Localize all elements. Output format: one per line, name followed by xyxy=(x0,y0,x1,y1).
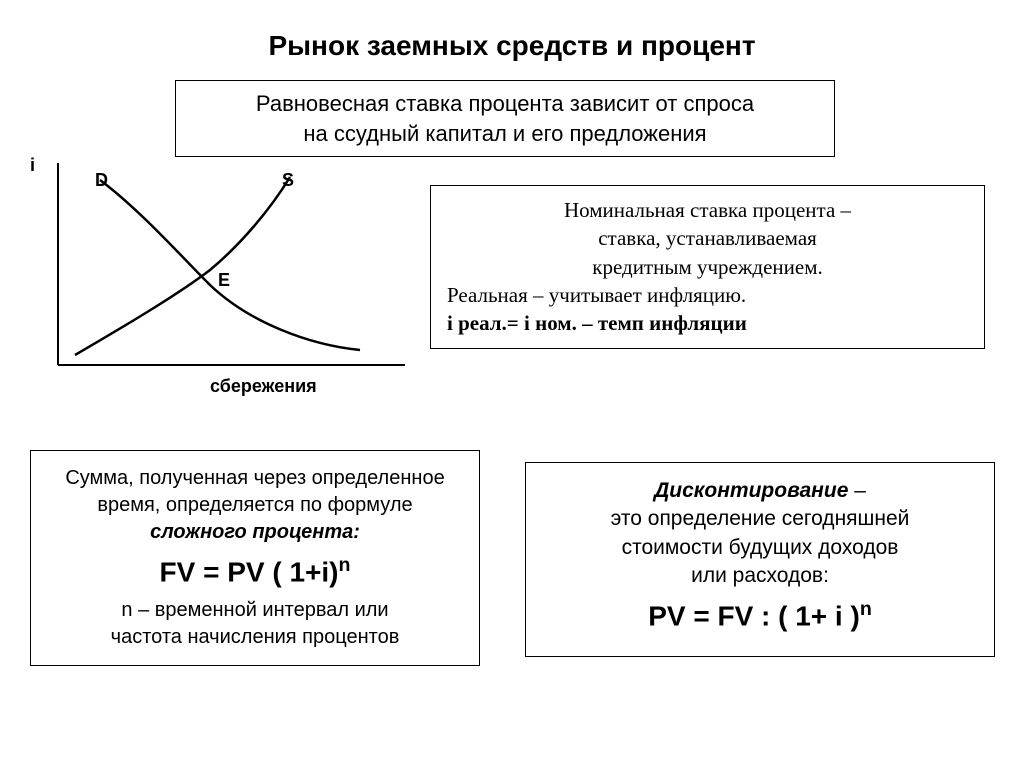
bl-line2: время, определяется по формуле xyxy=(43,492,467,519)
top-box-line1: Равновесная ставка процента зависит от с… xyxy=(256,91,754,116)
rb-line2: ставка, устанавливаемая xyxy=(447,224,968,252)
page-title: Рынок заемных средств и процент xyxy=(0,0,1024,72)
demand-curve xyxy=(100,180,360,350)
fv-formula: FV = PV ( 1+i)n xyxy=(43,552,467,591)
br-line1-rest: – xyxy=(848,479,866,502)
br-line3: стоимости будущих доходов xyxy=(538,534,982,562)
x-axis-label: сбережения xyxy=(210,376,317,397)
br-line2: это определение сегодняшней xyxy=(538,505,982,533)
compound-interest-box: Сумма, полученная через определенное вре… xyxy=(30,450,480,666)
br-line1-bold: Дисконтирование xyxy=(654,479,848,502)
fv-formula-main: FV = PV ( 1+i) xyxy=(160,556,339,587)
supply-curve-label: S xyxy=(282,170,294,191)
pv-formula: PV = FV : ( 1+ i )n xyxy=(538,596,982,635)
top-box-line2: на ссудный капитал и его предложения xyxy=(303,121,706,146)
br-line1: Дисконтирование – xyxy=(538,477,982,505)
rb-line4: Реальная – учитывает инфляцию. xyxy=(447,281,968,309)
top-description-box: Равновесная ставка процента зависит от с… xyxy=(175,80,835,157)
pv-formula-exp: n xyxy=(860,598,872,620)
bl-line1: Сумма, полученная через определенное xyxy=(43,465,467,492)
equilibrium-label: E xyxy=(218,270,230,291)
supply-curve xyxy=(75,177,290,355)
fv-formula-exp: n xyxy=(338,554,350,576)
discounting-box: Дисконтирование – это определение сегодн… xyxy=(525,462,995,657)
rb-line5-formula: i реал.= i ном. – темп инфляции xyxy=(447,309,968,337)
chart-svg xyxy=(20,155,420,375)
demand-curve-label: D xyxy=(95,170,108,191)
rb-line1: Номинальная ставка процента – xyxy=(447,196,968,224)
bl-line5: частота начисления процентов xyxy=(43,624,467,651)
pv-formula-main: PV = FV : ( 1+ i ) xyxy=(648,601,860,632)
y-axis-label: i xyxy=(30,155,35,176)
br-line4: или расходов: xyxy=(538,562,982,590)
nominal-real-rate-box: Номинальная ставка процента – ставка, ус… xyxy=(430,185,985,349)
supply-demand-chart: i D S E сбережения xyxy=(20,155,420,395)
bl-line3: сложного процента: xyxy=(43,519,467,546)
bl-line4: n – временной интервал или xyxy=(43,597,467,624)
rb-line3: кредитным учреждением. xyxy=(447,253,968,281)
